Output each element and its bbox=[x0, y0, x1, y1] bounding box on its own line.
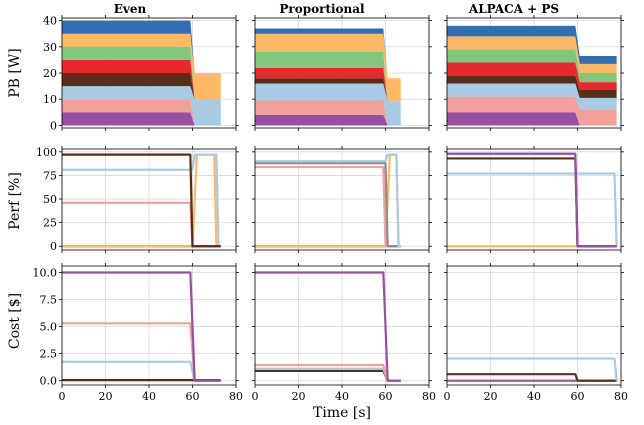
column-title-proportional: Proportional bbox=[279, 2, 365, 16]
line-series-lightblue bbox=[447, 172, 618, 247]
column-title-alpaca-ps: ALPACA + PS bbox=[468, 2, 559, 16]
panel-pb-alpaca-ps bbox=[444, 15, 624, 131]
x-tick-label: 80 bbox=[614, 390, 628, 403]
y-tick-label: 100 bbox=[36, 146, 57, 159]
x-tick-label: 20 bbox=[292, 390, 306, 403]
y-tick-label: 50 bbox=[43, 193, 57, 206]
y-tick-label: 10 bbox=[43, 93, 57, 106]
line-series-brown bbox=[255, 369, 401, 382]
area-series-blue bbox=[62, 20, 221, 73]
area-series-pink bbox=[62, 99, 221, 126]
y-tick-label: 75 bbox=[43, 169, 57, 182]
xlabel-time: Time [s] bbox=[313, 405, 371, 421]
y-tick-label: 0 bbox=[50, 119, 57, 132]
panel-perf-proportional bbox=[252, 146, 432, 253]
ylabel-pb: PB [W] bbox=[7, 48, 23, 97]
y-tick-label: 20 bbox=[43, 67, 57, 80]
panel-cost-even: 0.0 2.5 5.0 7.5 10.0 0 20 40 60 80 bbox=[33, 263, 243, 403]
x-tick-label: 80 bbox=[422, 390, 436, 403]
line-series-gray bbox=[255, 162, 401, 248]
area-series-red bbox=[255, 67, 401, 102]
y-tick-label: 25 bbox=[43, 217, 57, 230]
y-tick-label: 0 bbox=[50, 240, 57, 253]
x-tick-label: 0 bbox=[444, 390, 451, 403]
x-tick-label: 40 bbox=[142, 390, 156, 403]
area-series-blue bbox=[447, 25, 617, 64]
area-series-orange bbox=[255, 33, 401, 102]
x-tick-label: 80 bbox=[229, 390, 243, 403]
line-series-orange bbox=[255, 153, 401, 248]
panel-cost-alpaca-ps: 0 20 40 60 80 bbox=[444, 263, 628, 403]
area-series-orange bbox=[62, 33, 221, 100]
area-series-red bbox=[447, 62, 617, 91]
panel-perf-alpaca-ps bbox=[444, 146, 624, 253]
line-series-purple bbox=[62, 271, 221, 382]
line-series-pink bbox=[255, 363, 401, 382]
area-series-purple bbox=[447, 112, 617, 126]
line-series-brown bbox=[447, 157, 617, 248]
panel-cost-proportional: 0 20 40 60 80 bbox=[252, 263, 436, 403]
line-series-purple bbox=[255, 271, 401, 382]
y-tick-label: 0.0 bbox=[40, 375, 58, 388]
panel-pb-proportional bbox=[252, 15, 432, 131]
x-tick-label: 0 bbox=[59, 390, 66, 403]
chart-panels: 0 10 20 30 40 0 25 50 75 100 0.0 2.5 5.0 7.5 10.0 0 20 40… bbox=[33, 15, 629, 403]
area-series-purple bbox=[255, 114, 401, 126]
line-series-lightblue bbox=[447, 357, 618, 381]
x-tick-label: 60 bbox=[186, 390, 200, 403]
x-tick-label: 20 bbox=[99, 390, 113, 403]
area-series-brown bbox=[62, 73, 221, 100]
area-series-pink bbox=[255, 100, 401, 126]
y-tick-label: 5.0 bbox=[40, 321, 58, 334]
area-series-brown bbox=[255, 78, 401, 102]
y-tick-label: 2.5 bbox=[40, 348, 58, 361]
area-series-brown bbox=[447, 75, 617, 98]
area-series-green bbox=[255, 52, 401, 102]
line-series-lightblue bbox=[255, 153, 401, 248]
line-series-pink bbox=[62, 201, 221, 248]
line-series-lightblue bbox=[62, 360, 221, 382]
x-tick-label: 20 bbox=[484, 390, 498, 403]
area-series-orange bbox=[447, 36, 617, 73]
y-tick-label: 30 bbox=[43, 41, 57, 54]
area-series-green bbox=[447, 49, 617, 83]
area-series-lightblue bbox=[255, 83, 401, 126]
area-series-purple bbox=[62, 112, 221, 126]
line-series-orange bbox=[62, 153, 221, 248]
line-series-brown bbox=[447, 373, 617, 382]
area-series-red bbox=[62, 59, 221, 100]
area-series-lightblue bbox=[62, 86, 221, 126]
ylabel-perf: Perf [%] bbox=[7, 172, 23, 230]
y-tick-label: 40 bbox=[43, 15, 57, 28]
area-series-blue bbox=[255, 28, 401, 79]
y-tick-label: 10.0 bbox=[33, 266, 58, 279]
line-series-pink bbox=[62, 322, 221, 382]
line-series-purple bbox=[447, 152, 617, 248]
area-series-pink bbox=[447, 96, 617, 126]
line-series-brown bbox=[62, 153, 221, 248]
x-tick-label: 40 bbox=[527, 390, 541, 403]
x-tick-label: 60 bbox=[379, 390, 393, 403]
column-title-even: Even bbox=[114, 2, 147, 16]
x-tick-label: 0 bbox=[252, 390, 259, 403]
y-tick-label: 7.5 bbox=[40, 294, 58, 307]
area-series-green bbox=[62, 46, 221, 100]
panel-perf-even: 0 25 50 75 100 bbox=[36, 146, 239, 253]
x-tick-label: 40 bbox=[335, 390, 349, 403]
area-series-lightblue bbox=[447, 83, 617, 110]
line-series-pink bbox=[255, 165, 401, 248]
ylabel-cost: Cost [$] bbox=[7, 293, 23, 349]
x-tick-label: 60 bbox=[571, 390, 585, 403]
panel-pb-even: 0 10 20 30 40 bbox=[43, 15, 239, 132]
